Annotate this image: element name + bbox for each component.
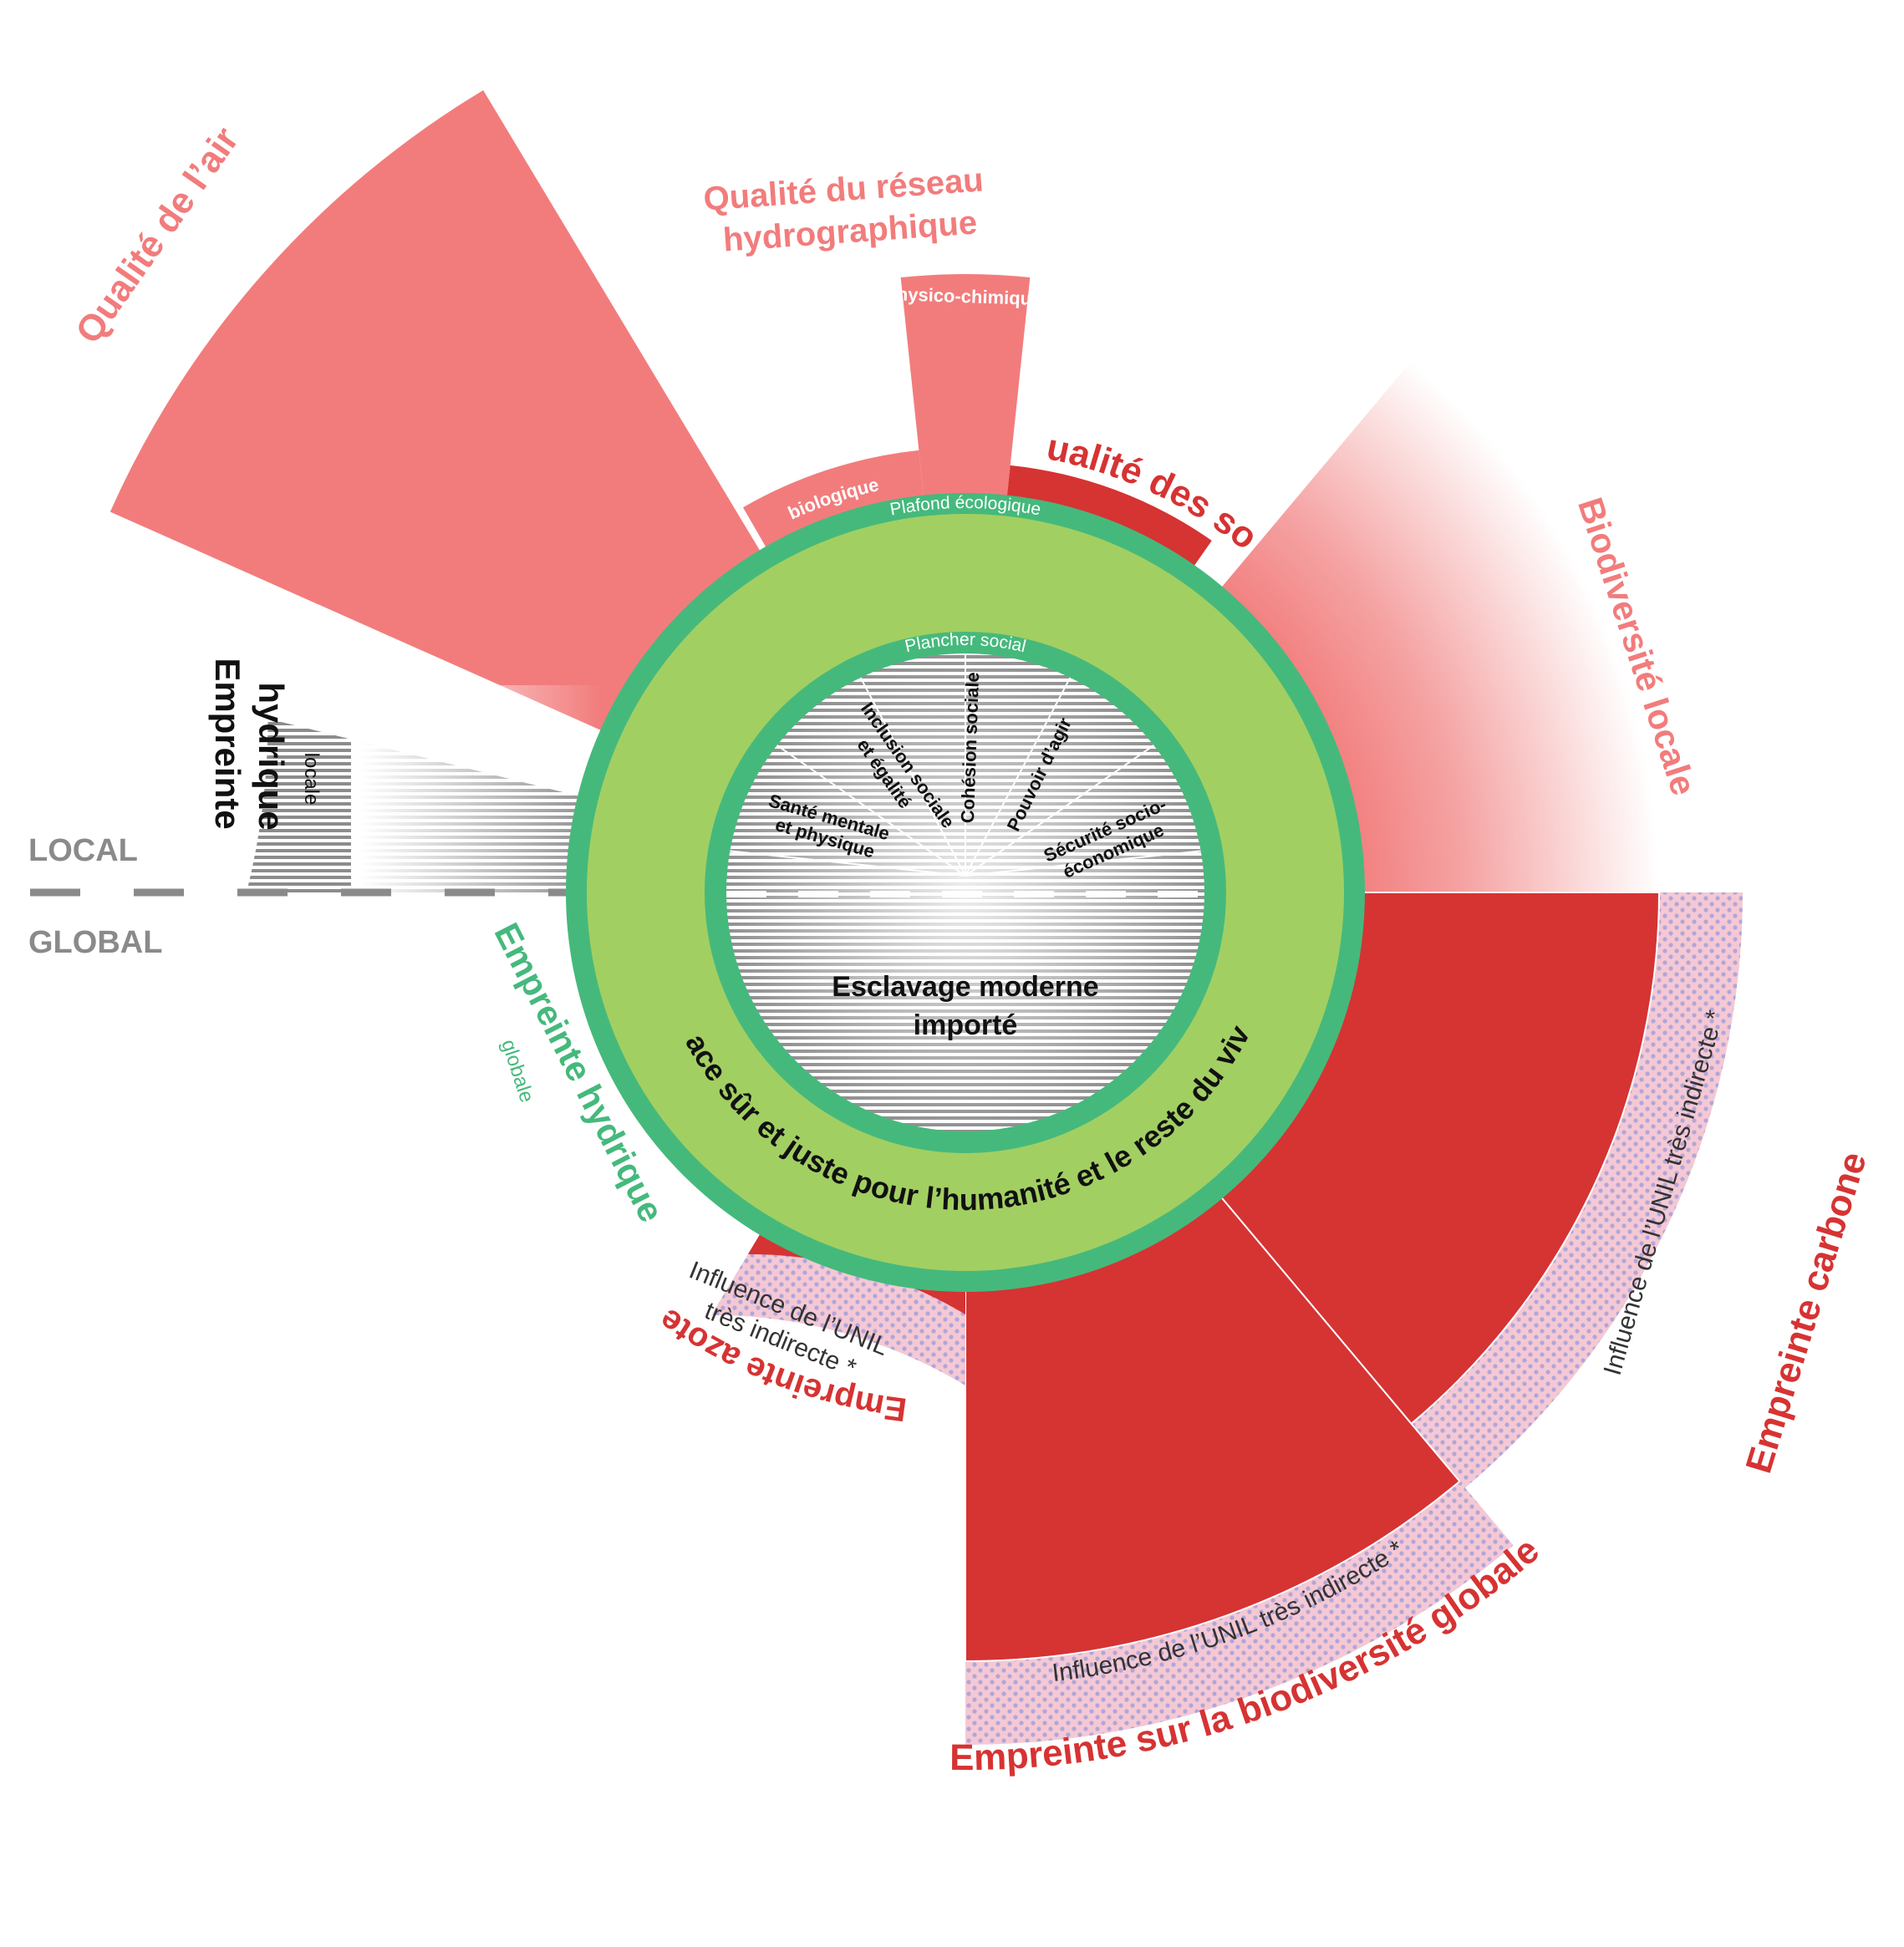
biologique-wedge bbox=[743, 450, 924, 552]
global-water-sublabel: globale bbox=[496, 1037, 538, 1106]
doughnut-rings bbox=[566, 493, 1365, 1292]
physico-chimique-wedge bbox=[900, 274, 1031, 502]
local-biodiversity-wedge bbox=[1218, 361, 1659, 892]
social-divider-line bbox=[965, 677, 1072, 877]
local-water-label-1: Empreinte bbox=[208, 658, 247, 829]
air-quality-label: Qualité de l’air bbox=[68, 119, 247, 350]
local-water-label-2: hydrique bbox=[252, 682, 291, 830]
core-label-1: Esclavage moderne bbox=[832, 971, 1098, 1003]
social-divider-line bbox=[965, 745, 1154, 877]
air-quality-wedge bbox=[109, 89, 763, 733]
global-label: GLOBAL bbox=[28, 925, 162, 960]
local-water-label-3: locale bbox=[300, 753, 323, 806]
core-label-2: importé bbox=[914, 1009, 1018, 1041]
social-dividers bbox=[730, 653, 1201, 877]
local-global-divider: LOCAL GLOBAL bbox=[28, 833, 577, 960]
social-divider-line bbox=[965, 850, 1201, 877]
social-divider-line bbox=[730, 850, 966, 877]
carbon-footprint-label: Empreinte carbone bbox=[1738, 1147, 1874, 1477]
local-label: LOCAL bbox=[28, 833, 138, 868]
social-divider-line bbox=[776, 745, 966, 877]
social-divider-line bbox=[859, 677, 966, 877]
